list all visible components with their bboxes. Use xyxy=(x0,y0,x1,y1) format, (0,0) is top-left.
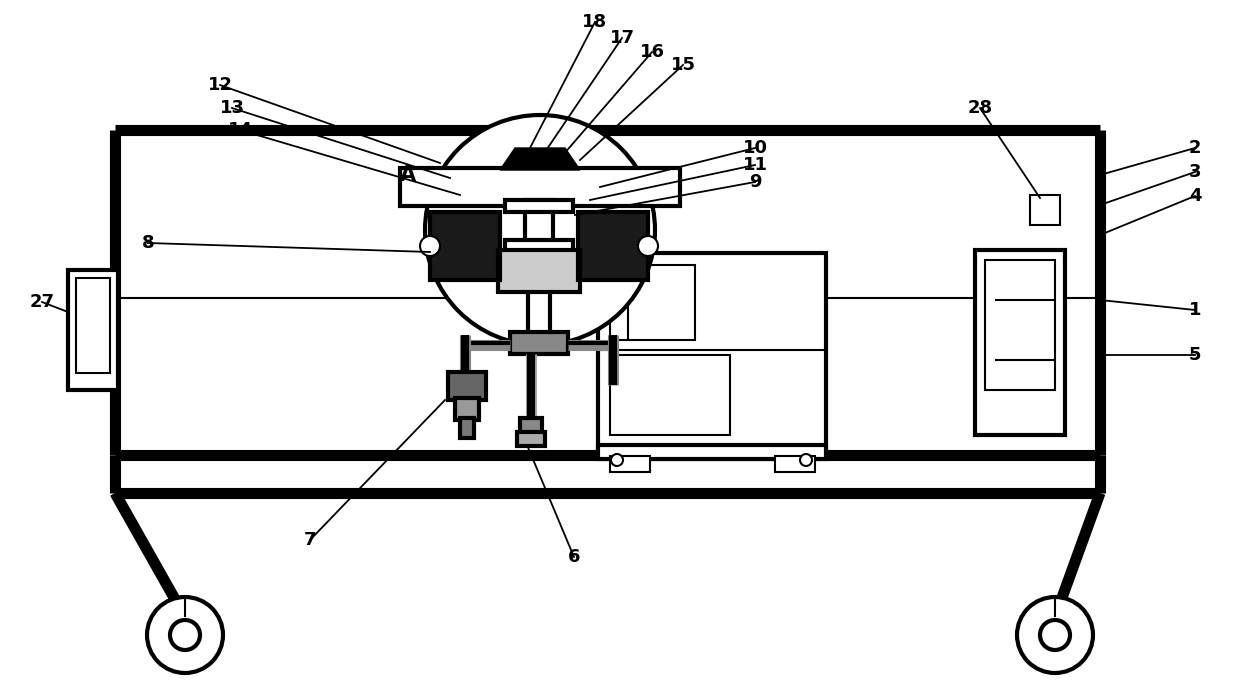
Bar xyxy=(430,212,500,280)
Text: 9: 9 xyxy=(749,173,761,191)
Text: 4: 4 xyxy=(1189,187,1202,205)
Circle shape xyxy=(639,236,658,256)
Circle shape xyxy=(1040,620,1070,650)
Bar xyxy=(598,253,826,448)
Circle shape xyxy=(800,454,812,466)
Bar xyxy=(1030,195,1060,225)
Bar xyxy=(505,240,573,252)
Bar xyxy=(610,355,730,435)
Bar xyxy=(68,270,118,390)
Text: A: A xyxy=(401,165,417,185)
Bar xyxy=(610,265,694,340)
Bar xyxy=(528,290,551,335)
Bar xyxy=(498,250,580,292)
Text: 28: 28 xyxy=(967,99,992,117)
Text: 15: 15 xyxy=(671,56,696,74)
Circle shape xyxy=(611,454,622,466)
Bar xyxy=(975,250,1065,435)
Bar xyxy=(517,432,546,446)
Text: 3: 3 xyxy=(1189,163,1202,181)
Polygon shape xyxy=(500,148,580,170)
Bar xyxy=(610,456,650,472)
Text: 18: 18 xyxy=(583,13,608,31)
Bar xyxy=(505,200,573,212)
Bar xyxy=(775,456,815,472)
Text: 7: 7 xyxy=(304,531,316,549)
Bar xyxy=(448,372,486,400)
Bar xyxy=(598,445,826,459)
Circle shape xyxy=(170,620,200,650)
Bar xyxy=(510,332,568,354)
Bar xyxy=(460,418,474,438)
Text: 14: 14 xyxy=(227,121,253,139)
Bar xyxy=(985,260,1055,390)
Circle shape xyxy=(1017,597,1092,673)
Bar xyxy=(520,418,542,434)
Polygon shape xyxy=(578,212,649,280)
Text: 5: 5 xyxy=(1189,346,1202,364)
Bar xyxy=(578,212,649,280)
Text: 13: 13 xyxy=(219,99,244,117)
Text: 1: 1 xyxy=(1189,301,1202,319)
Text: 11: 11 xyxy=(743,156,768,174)
Bar xyxy=(525,200,553,290)
Text: 8: 8 xyxy=(141,234,154,252)
Bar xyxy=(76,278,110,373)
Bar xyxy=(505,278,573,290)
Text: 16: 16 xyxy=(640,43,665,61)
Text: 17: 17 xyxy=(610,29,635,47)
Text: 27: 27 xyxy=(30,293,55,311)
Text: 6: 6 xyxy=(568,548,580,566)
Text: 2: 2 xyxy=(1189,139,1202,157)
Polygon shape xyxy=(430,212,500,280)
Bar xyxy=(455,398,479,420)
Circle shape xyxy=(148,597,223,673)
Text: 10: 10 xyxy=(743,139,768,157)
Circle shape xyxy=(425,115,655,345)
Circle shape xyxy=(420,236,440,256)
Text: 12: 12 xyxy=(207,76,233,94)
Bar xyxy=(401,168,680,206)
